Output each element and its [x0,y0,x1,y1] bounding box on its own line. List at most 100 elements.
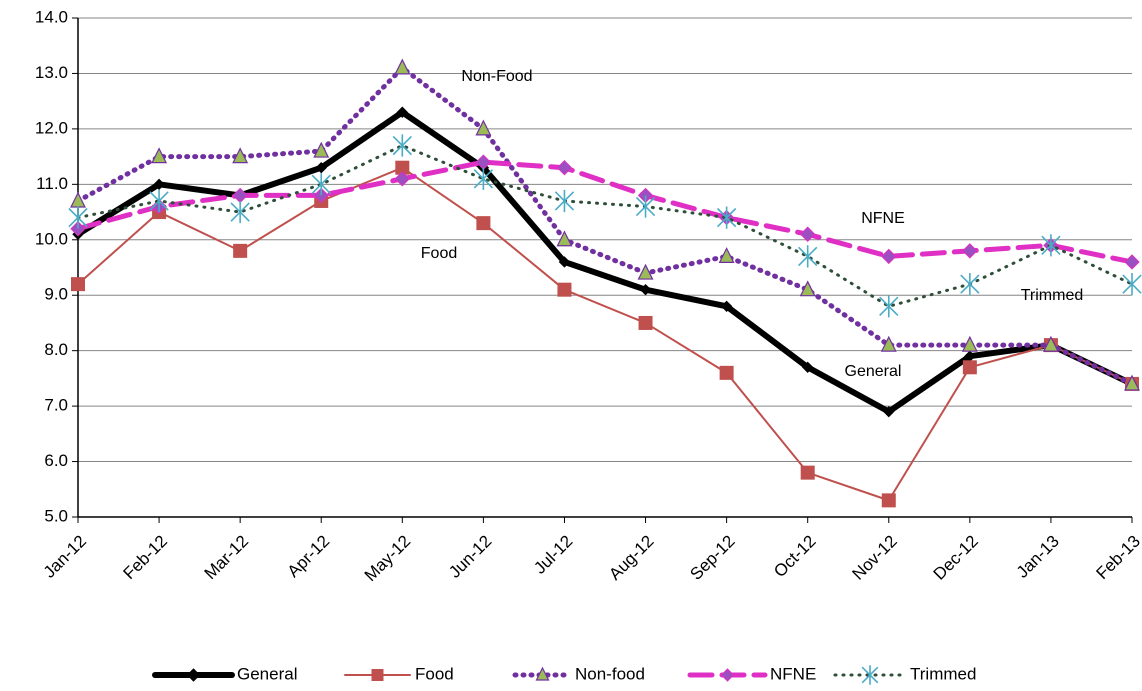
x-tick-label: Feb-12 [120,532,172,584]
annotation: Non-Food [461,68,532,85]
series [70,58,1140,391]
marker [394,58,411,75]
series-line [75,65,1135,387]
series-line [77,166,1133,502]
marker [313,141,330,158]
x-tick-label: Feb-13 [1092,532,1142,584]
marker [149,189,169,213]
marker [153,178,165,191]
x-tick-label: Dec-12 [930,532,982,584]
marker [639,283,652,296]
marker [720,668,735,682]
y-tick-label: 12.0 [35,118,68,137]
marker [800,465,815,480]
marker [392,134,412,157]
x-tick-label: Apr-12 [284,532,334,582]
marker [638,315,653,330]
marker [881,248,897,265]
marker [861,665,879,685]
marker [371,669,384,681]
marker [233,243,248,258]
marker [68,206,88,229]
marker [719,365,734,380]
marker [960,273,980,296]
marker [799,280,816,297]
marker [473,167,494,190]
series [72,106,1138,418]
marker [881,493,896,508]
marker [556,159,573,176]
marker [557,282,572,297]
y-tick-label: 7.0 [44,396,68,415]
y-tick-label: 8.0 [44,340,68,359]
y-tick-label: 9.0 [44,285,68,304]
marker [801,361,814,374]
marker [1124,374,1140,391]
marker [880,335,897,352]
legend-label: Non-food [575,664,645,683]
x-tick-label: Aug-12 [605,532,657,584]
marker [475,119,492,136]
marker [961,335,978,352]
marker [315,161,327,174]
annotation: General [845,363,902,380]
annotation: NFNE [861,210,905,227]
marker [1042,335,1059,352]
marker [716,206,737,229]
legend-label: Trimmed [910,664,976,683]
marker [556,230,573,247]
x-tick-label: Jun-12 [445,532,495,582]
annotation: Trimmed [1021,287,1084,304]
marker [1041,234,1061,257]
marker [558,256,571,268]
marker [879,295,899,318]
series-line [75,109,1135,415]
legend-label: NFNE [770,664,816,683]
marker [394,171,411,187]
legend-label: General [237,664,297,683]
series [70,154,1140,270]
marker [71,277,85,292]
y-tick-label: 11.0 [36,174,68,193]
series-line [75,159,1135,265]
x-tick-label: Jul-12 [530,532,576,578]
x-tick-label: Nov-12 [849,532,901,584]
legend-label: Food [415,664,454,683]
series-line [76,144,1134,308]
marker [718,247,735,264]
marker [476,216,491,231]
y-tick-label: 10.0 [35,229,68,248]
x-tick-label: Oct-12 [770,532,820,582]
marker [1124,254,1140,270]
annotation: Food [421,245,457,262]
marker [798,245,818,268]
marker [232,187,248,204]
y-tick-label: 14.0 [35,7,68,26]
marker [1122,273,1142,296]
marker [151,147,168,164]
x-tick-label: Jan-13 [1013,532,1063,582]
marker [883,405,895,418]
marker [799,226,816,242]
marker [230,200,250,224]
y-tick-label: 6.0 [44,451,68,470]
x-tick-label: Mar-12 [201,532,253,584]
marker [554,189,575,213]
marker [637,263,654,280]
marker [962,360,977,375]
marker [311,173,331,196]
marker [535,666,550,681]
marker [396,106,409,118]
x-tick-label: May-12 [361,532,415,586]
marker [635,195,656,218]
series [71,160,1139,508]
marker [232,147,249,164]
x-tick-label: Sep-12 [686,532,738,584]
series [68,134,1142,318]
marker [720,300,733,313]
marker [962,243,978,259]
marker [186,668,201,682]
x-tick-label: Jan-12 [40,532,90,582]
y-tick-label: 5.0 [44,506,68,525]
